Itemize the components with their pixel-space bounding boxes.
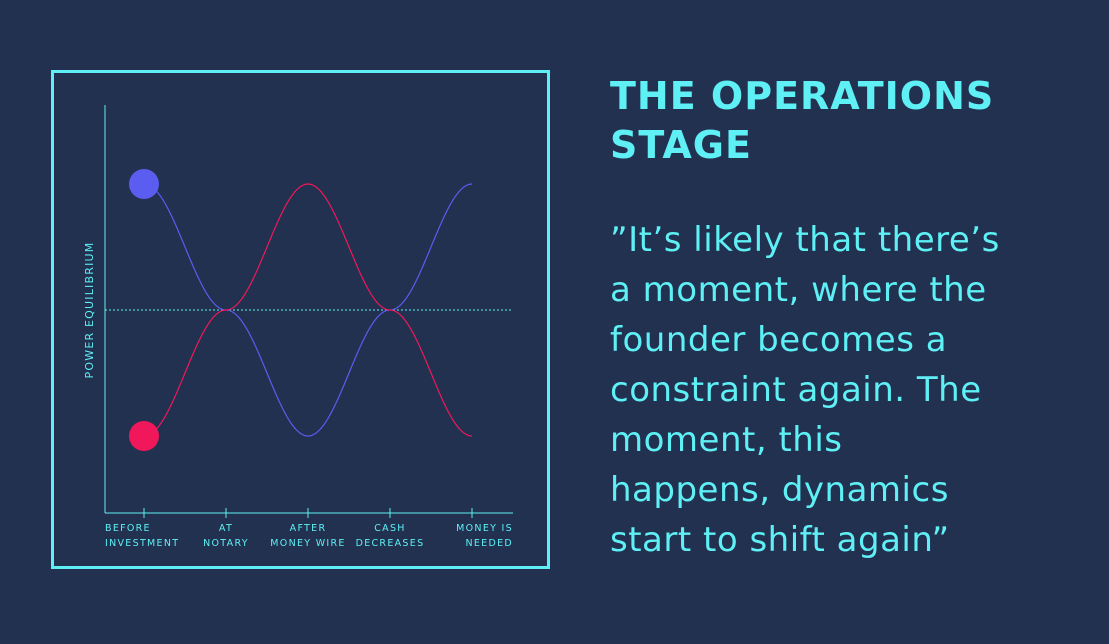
quote-line: a moment, where the [610,270,987,310]
x-tick-label: INVESTMENT [105,538,179,549]
x-tick-label: BEFORE [105,523,151,534]
power-equilibrium-chart: POWER EQUILIBRIUM BEFORE INVESTMENT AT NOTA… [83,105,513,549]
x-tick-label: AT [219,523,233,534]
x-tick-label: NOTARY [203,538,249,549]
page-title: THE OPERATIONS STAGE [610,72,1080,170]
x-tick-label: AFTER [290,523,327,534]
quote-line: start to shift again” [610,520,950,560]
quote-line: moment, this [610,420,843,460]
x-tick-label: MONEY IS [456,523,513,534]
title-line-2: STAGE [610,123,752,167]
quote-text: ”It’s likely that there’s a moment, wher… [610,215,1080,565]
series-line-0 [143,183,473,437]
x-tick-label: MONEY WIRE [270,538,345,549]
x-tick-label: CASH [374,523,406,534]
series-line-1 [143,183,473,437]
x-tick-label: NEEDED [465,538,513,549]
quote-line: founder becomes a [610,320,948,360]
quote-line: happens, dynamics [610,470,949,510]
y-axis-label: POWER EQUILIBRIUM [83,242,96,379]
quote-line: constraint again. The [610,370,982,410]
title-line-1: THE OPERATIONS [610,74,995,118]
series-start-point-1 [129,421,159,451]
x-tick-label: DECREASES [356,538,425,549]
chart-frame [51,70,550,569]
quote-line: ”It’s likely that there’s [610,220,1000,260]
series-start-point-0 [129,169,159,199]
